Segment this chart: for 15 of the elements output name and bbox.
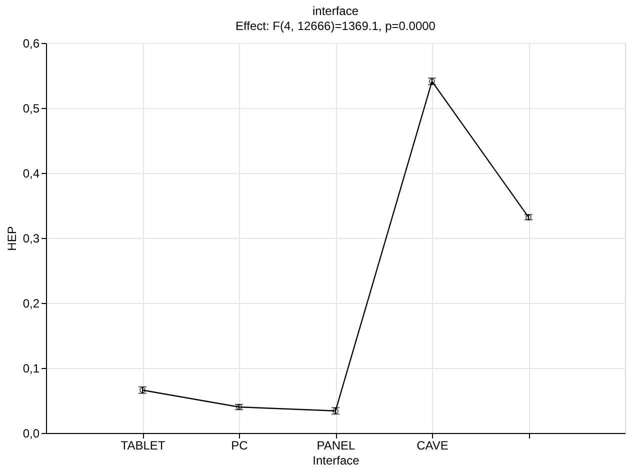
x-tick-label: PC (231, 438, 248, 452)
y-tick-label: 0,1 (22, 362, 40, 376)
y-tick-label: 0,5 (22, 102, 40, 116)
y-tick-label: 0,3 (22, 232, 40, 246)
x-tick-label: TABLET (120, 438, 166, 452)
x-axis-title: Interface (312, 454, 360, 468)
y-tick-label: 0,4 (22, 166, 40, 180)
y-tick-label: 0,6 (22, 36, 40, 50)
y-axis-title: HEP (4, 226, 19, 251)
x-tick-label: PANEL (316, 438, 356, 452)
chart-subtitle: Effect: F(4, 12666)=1369.1, p=0.0000 (236, 19, 436, 33)
x-tick-label: CAVE (416, 438, 448, 452)
y-tick-label: 0,2 (22, 296, 40, 310)
chart-title: interface (312, 4, 359, 18)
y-tick-label: 0,0 (22, 426, 40, 440)
